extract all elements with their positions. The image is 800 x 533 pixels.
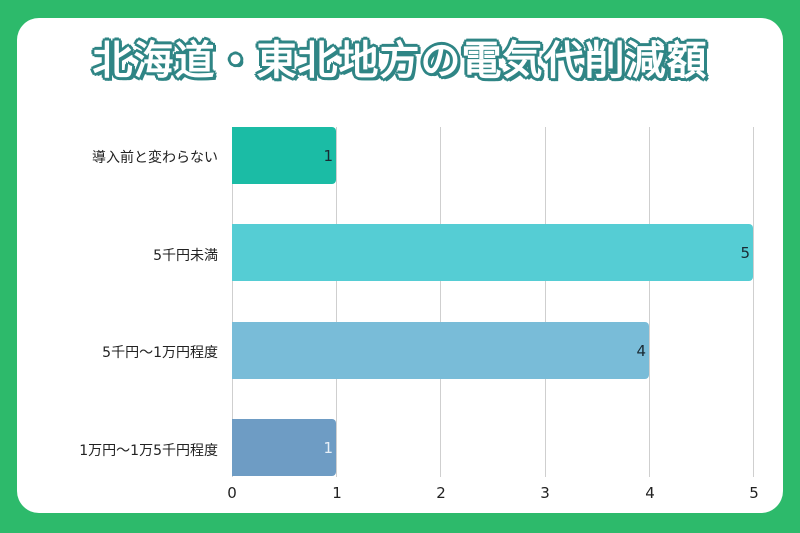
category-label: 5千円未満 — [153, 248, 218, 264]
category-label: 5千円〜1万円程度 — [102, 345, 218, 361]
x-tick: 3 — [540, 484, 550, 502]
category-label: 1万円〜1万5千円程度 — [79, 443, 218, 459]
x-tick: 4 — [645, 484, 655, 502]
x-tick: 1 — [332, 484, 342, 502]
bar-label: 1 — [323, 146, 333, 165]
gridline-4 — [649, 127, 650, 477]
bar-1: 5 — [232, 224, 753, 281]
bar-0: 1 — [232, 127, 336, 184]
category-label: 導入前と変わらない — [92, 150, 218, 166]
bar-3: 1 — [232, 419, 336, 476]
chart-title: 北海道・東北地方の電気代削減額 — [92, 38, 708, 84]
plot-area: 1 5 4 1 — [232, 127, 754, 477]
bar-label: 5 — [740, 243, 750, 262]
gridline-3 — [545, 127, 546, 477]
x-tick: 0 — [227, 484, 237, 502]
bar-label: 4 — [636, 341, 646, 360]
x-tick: 2 — [436, 484, 446, 502]
bar-2: 4 — [232, 322, 649, 379]
x-tick: 5 — [749, 484, 759, 502]
gridline-1 — [336, 127, 337, 477]
gridline-2 — [440, 127, 441, 477]
gridline-5 — [753, 127, 754, 477]
bar-label: 1 — [323, 438, 333, 457]
gridline-0 — [232, 127, 233, 477]
